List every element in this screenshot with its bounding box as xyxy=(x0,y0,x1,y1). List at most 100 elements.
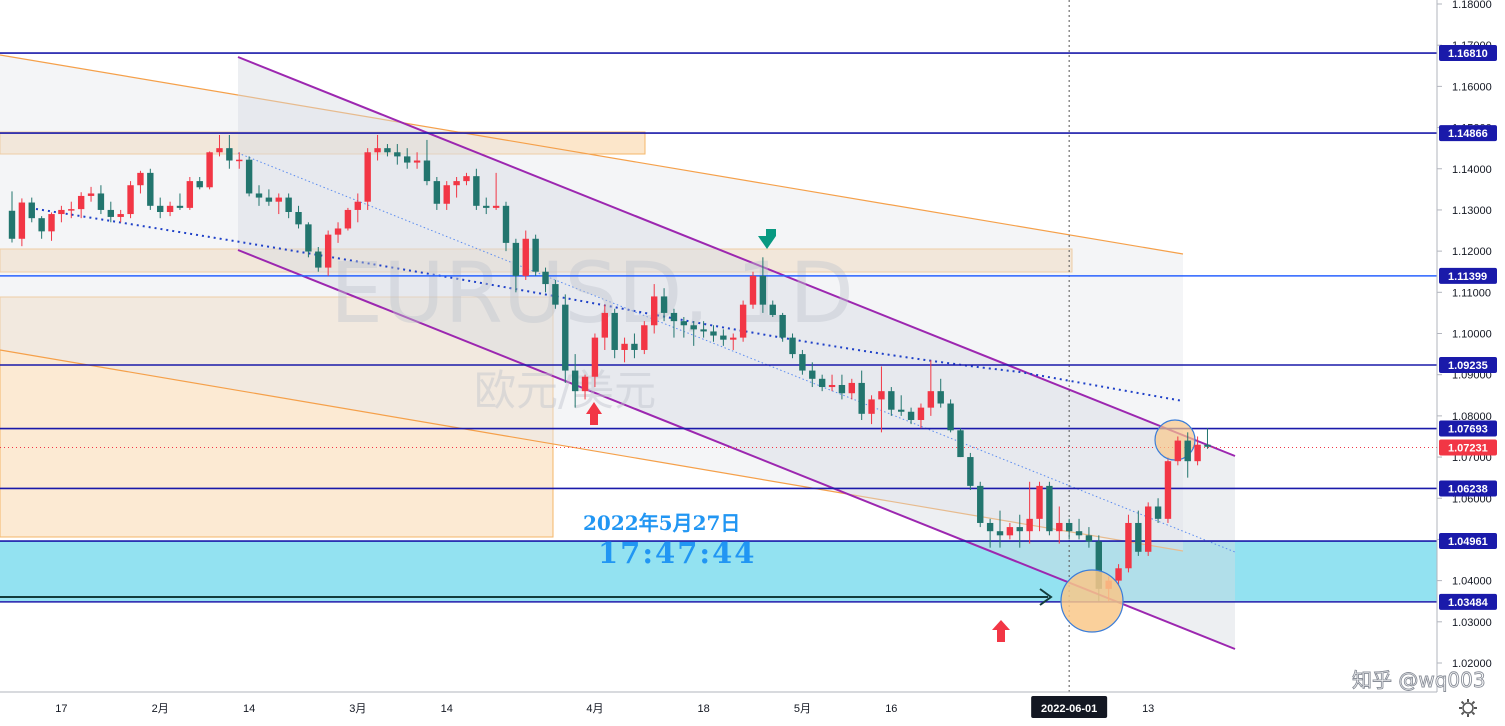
candle xyxy=(315,247,322,272)
candle xyxy=(858,370,865,420)
candle-body xyxy=(344,209,352,229)
candle-body xyxy=(967,457,974,486)
candle xyxy=(927,360,935,416)
candle-body xyxy=(1046,485,1053,532)
candle-body xyxy=(532,238,539,272)
price-badge[interactable] xyxy=(1439,533,1497,550)
candle xyxy=(206,151,213,190)
candle-body xyxy=(226,148,233,161)
red-up-arrow-icon xyxy=(992,620,1010,642)
candle xyxy=(285,193,292,219)
settings-gear-icon[interactable] xyxy=(1459,699,1477,717)
price-badge[interactable] xyxy=(1439,480,1497,497)
current-price-badge[interactable] xyxy=(1439,439,1497,456)
price-tick-label: 1.18000 xyxy=(1452,0,1492,11)
outer-channel-lower[interactable] xyxy=(0,349,1184,552)
candle-body xyxy=(542,271,549,285)
candle-body xyxy=(38,218,45,232)
candle-body xyxy=(176,205,184,208)
candle-body xyxy=(917,407,925,420)
candle xyxy=(1046,481,1053,536)
support-zone-cyan[interactable] xyxy=(0,541,1437,601)
candle xyxy=(1065,518,1073,540)
candle xyxy=(226,134,233,169)
candle-body xyxy=(947,403,954,431)
candle-body xyxy=(117,214,124,217)
price-badge-label: 1.11399 xyxy=(1448,271,1487,283)
candle-body xyxy=(888,391,895,410)
supply-zone-top[interactable] xyxy=(0,131,646,155)
price-tick-label: 1.12000 xyxy=(1452,246,1492,258)
candle-body xyxy=(315,251,322,268)
candle-body xyxy=(601,312,608,338)
outer-channel-fill xyxy=(0,55,1183,551)
price-badge[interactable] xyxy=(1439,267,1497,284)
candle xyxy=(1075,518,1083,540)
candle xyxy=(157,197,164,219)
candle xyxy=(552,279,559,309)
candle-body xyxy=(562,304,569,371)
price-badge[interactable] xyxy=(1439,45,1497,62)
candle-body xyxy=(295,211,302,225)
candle xyxy=(591,333,599,388)
candle xyxy=(789,333,796,359)
price-tick-label: 1.08000 xyxy=(1452,411,1492,423)
candle-body xyxy=(384,148,391,153)
candle-body xyxy=(749,275,757,305)
candle xyxy=(730,333,737,350)
candle-body xyxy=(48,214,55,232)
candle-body xyxy=(898,409,905,412)
candle xyxy=(404,148,411,169)
time-tick-label: 14 xyxy=(243,703,255,715)
candle xyxy=(502,201,510,252)
candle xyxy=(413,152,421,169)
drawing-layer xyxy=(0,54,1437,650)
candle-body xyxy=(1204,444,1211,447)
candle xyxy=(1115,564,1122,585)
time-annotation: 17:47:44 xyxy=(598,536,756,570)
candle xyxy=(848,378,855,400)
date-annotation: 2022年5月27日 xyxy=(583,511,740,535)
candle-body xyxy=(1154,506,1162,519)
candle xyxy=(680,317,688,338)
candle xyxy=(818,374,826,392)
time-tick-label: 18 xyxy=(697,703,709,715)
candle xyxy=(522,230,529,280)
candle xyxy=(1006,522,1014,540)
candle-body xyxy=(77,195,85,210)
dotted-trend-curve[interactable] xyxy=(29,207,1184,402)
candle-body xyxy=(1006,527,1014,536)
candle-body xyxy=(1194,444,1201,462)
candle xyxy=(245,156,253,197)
candle xyxy=(117,209,124,223)
price-badge[interactable] xyxy=(1439,357,1497,374)
candle xyxy=(769,300,776,318)
price-badge[interactable] xyxy=(1439,420,1497,437)
price-badge[interactable] xyxy=(1439,125,1497,142)
candle xyxy=(631,333,638,359)
highlight-circle-bottom[interactable] xyxy=(1060,569,1124,633)
candle xyxy=(492,172,500,210)
candle xyxy=(127,181,134,219)
candle xyxy=(107,201,114,223)
candle-body xyxy=(779,314,786,338)
inner-channel-upper[interactable] xyxy=(237,56,1236,457)
price-axis-labels: 1.16810 1.14866 1.11399 1.09235 1.07693 1.062… xyxy=(1439,45,1497,610)
candle xyxy=(1125,514,1132,573)
candle-body xyxy=(868,399,875,414)
outer-channel-upper[interactable] xyxy=(0,54,1184,255)
candle-body xyxy=(186,181,194,208)
time-axis[interactable] xyxy=(0,692,1437,726)
candle-body xyxy=(433,181,441,204)
candle-body xyxy=(97,193,105,210)
candle-body xyxy=(216,148,223,153)
candle xyxy=(1056,506,1063,544)
demand-zone-large[interactable] xyxy=(0,296,554,538)
highlighted-date-badge[interactable] xyxy=(1031,696,1108,718)
price-badge[interactable] xyxy=(1439,593,1497,610)
candle-body xyxy=(641,325,648,350)
candle xyxy=(8,191,16,243)
candle xyxy=(166,201,174,217)
candle-body xyxy=(739,304,747,338)
